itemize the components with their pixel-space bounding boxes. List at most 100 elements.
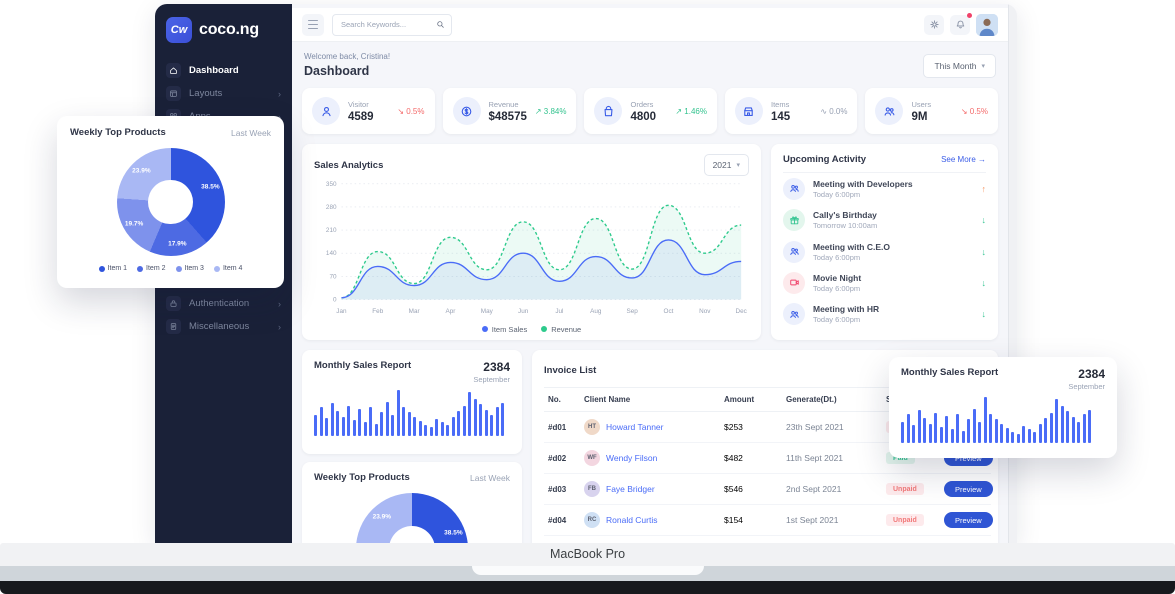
activity-item[interactable]: Meeting with Developers Today 6:00pm ↑ <box>783 173 986 204</box>
chevron-down-icon: ▾ <box>736 162 740 169</box>
monthly-sales-month: September <box>1068 382 1105 391</box>
stat-card-visitor[interactable]: Visitor 4589 ↘ 0.5% <box>302 88 435 134</box>
preview-button[interactable]: Preview <box>944 512 993 528</box>
client-avatar: FB <box>584 481 600 497</box>
status-badge: Unpaid <box>886 514 924 527</box>
activity-item[interactable]: Cally's Birthday Tomorrow 10:00am ↓ <box>783 204 986 235</box>
chevron-right-icon: › <box>278 111 281 122</box>
user-avatar[interactable] <box>976 13 998 36</box>
invoice-row: #d04 RC Ronald Curtis $154 1st Sept 2021… <box>544 504 993 536</box>
donut-chart: 38.5%17.9%19.7%23.9% <box>356 493 468 543</box>
settings-button[interactable] <box>924 14 944 35</box>
sales-chart-legend: Item Sales Revenue <box>314 325 749 334</box>
store-icon <box>744 106 754 116</box>
person-icon <box>321 106 331 116</box>
notifications-button[interactable] <box>950 12 972 35</box>
year-select[interactable]: 2021 ▾ <box>703 154 749 176</box>
sales-analytics-chart: 0 70 140 210 280 350 Jan Feb Mar Apr May Jun Jul Aug S… <box>314 176 749 323</box>
content: Welcome back, Cristina! Dashboard This M… <box>292 42 1008 543</box>
client-name-link[interactable]: Ronald Curtis <box>606 515 658 525</box>
stat-card-revenue[interactable]: Revenue $48575 ↗ 3.84% <box>442 88 577 134</box>
arrow-down-icon: ↓ <box>981 215 987 226</box>
arrow-down-icon: ↓ <box>981 309 987 320</box>
stat-card-items[interactable]: Items 145 ∿ 0.0% <box>724 88 858 134</box>
auth-icon <box>170 300 177 307</box>
stat-card-users[interactable]: Users 9M ↘ 0.5% <box>865 88 998 134</box>
invoice-column-header: Client Name <box>580 387 720 412</box>
invoice-row: #d05 Preview <box>544 535 991 543</box>
activity-list: Meeting with Developers Today 6:00pm ↑ C… <box>783 173 986 330</box>
gift-icon <box>789 216 799 224</box>
stat-delta: ↗ 1.46% <box>675 106 707 116</box>
invoice-column-header: No. <box>544 387 580 412</box>
topbar <box>292 8 1008 42</box>
svg-text:Sep: Sep <box>626 308 638 315</box>
activity-item[interactable]: Meeting with HR Today 6:00pm ↓ <box>783 299 986 330</box>
svg-text:Feb: Feb <box>372 308 383 315</box>
svg-text:Apr: Apr <box>446 308 457 315</box>
donut-segment-label: 38.5% <box>444 529 463 537</box>
search-icon[interactable] <box>436 20 445 29</box>
gear-icon <box>929 19 940 30</box>
weekly-products-donut: 38.5%17.9%19.7%23.9% <box>116 148 225 256</box>
notification-dot <box>967 12 972 18</box>
donut-legend: Item 1 Item 2 Item 3 Item 4 <box>70 265 271 272</box>
macbook-base: MacBook Pro <box>0 543 1175 566</box>
svg-text:210: 210 <box>326 227 337 234</box>
main-area: Welcome back, Cristina! Dashboard This M… <box>292 4 1017 543</box>
device-label: MacBook Pro <box>549 547 626 561</box>
macbook-hinge <box>0 566 1175 581</box>
svg-text:0: 0 <box>333 296 337 303</box>
upcoming-activity-card: Upcoming Activity See More → Meeting wit… <box>771 144 998 340</box>
weekly-products-period: Last Week <box>230 127 271 138</box>
monthly-sales-value: 2384 <box>1078 367 1105 381</box>
see-more-link[interactable]: See More → <box>941 155 986 164</box>
client-name-link[interactable]: Wendy Filson <box>606 453 658 463</box>
activity-item[interactable]: Meeting with C.E.O Today 6:00pm ↓ <box>783 236 986 267</box>
hamburger-icon <box>308 19 318 22</box>
floating-monthly-sales-card: Monthly Sales Report 2384 September <box>889 357 1117 458</box>
donut-segment-label: 38.5% <box>201 183 220 191</box>
menu-toggle-button[interactable] <box>302 13 324 36</box>
stat-delta: ↗ 3.84% <box>534 106 567 116</box>
invoice-list-title: Invoice List <box>544 365 597 376</box>
brand-logo[interactable]: Cw coco.ng <box>155 4 292 53</box>
sidebar-item-miscellaneous[interactable]: Miscellaneous › <box>155 315 292 338</box>
svg-text:350: 350 <box>326 181 337 188</box>
activity-item[interactable]: Movie Night Today 6:00pm ↓ <box>783 267 986 298</box>
weekly-products-period: Last Week <box>469 472 510 483</box>
monthly-sales-card: Monthly Sales Report 2384 September <box>302 350 522 454</box>
line-chart-svg: 0 70 140 210 280 350 Jan Feb Mar Apr May Jun Jul Aug S… <box>326 181 748 315</box>
client-name-link[interactable]: Faye Bridger <box>606 484 655 494</box>
monthly-sales-value: 2384 <box>483 360 510 374</box>
monthly-sales-month: September <box>473 375 510 384</box>
film-icon <box>789 280 799 286</box>
preview-button[interactable]: Preview <box>944 481 993 497</box>
activity-title: Upcoming Activity <box>783 154 867 165</box>
users-icon <box>789 248 799 255</box>
chevron-down-icon: ▾ <box>981 63 985 70</box>
sidebar-item-layouts[interactable]: Layouts › <box>155 82 292 105</box>
svg-text:Jun: Jun <box>518 308 529 315</box>
client-name-link[interactable]: Howard Tanner <box>606 422 664 432</box>
welcome-text: Welcome back, Cristina! <box>304 52 391 61</box>
search-input[interactable] <box>339 19 436 30</box>
scrollbar[interactable] <box>1008 4 1017 543</box>
sidebar-item-authentication[interactable]: Authentication › <box>155 292 292 315</box>
invoice-row: #d03 FB Faye Bridger $546 2nd Sept 2021 … <box>544 473 993 505</box>
arrow-down-icon: ↓ <box>981 246 987 257</box>
stat-delta: ↘ 0.5% <box>960 106 988 116</box>
svg-text:70: 70 <box>329 273 337 280</box>
svg-text:Jul: Jul <box>555 308 563 315</box>
svg-text:May: May <box>481 308 494 315</box>
chevron-right-icon: › <box>278 88 281 99</box>
svg-text:Oct: Oct <box>664 308 674 315</box>
sidebar-item-dashboard[interactable]: Dashboard <box>155 59 292 82</box>
weekly-products-donut: 38.5%17.9%19.7%23.9% <box>356 493 468 543</box>
sales-analytics-card: Sales Analytics 2021 ▾ 0 70 140 210 280 350 Ja… <box>302 144 761 340</box>
stat-card-orders[interactable]: Orders 4800 ↗ 1.46% <box>584 88 717 134</box>
period-select[interactable]: This Month ▾ <box>923 54 996 78</box>
client-avatar: RC <box>584 512 600 528</box>
svg-text:Nov: Nov <box>699 308 711 315</box>
